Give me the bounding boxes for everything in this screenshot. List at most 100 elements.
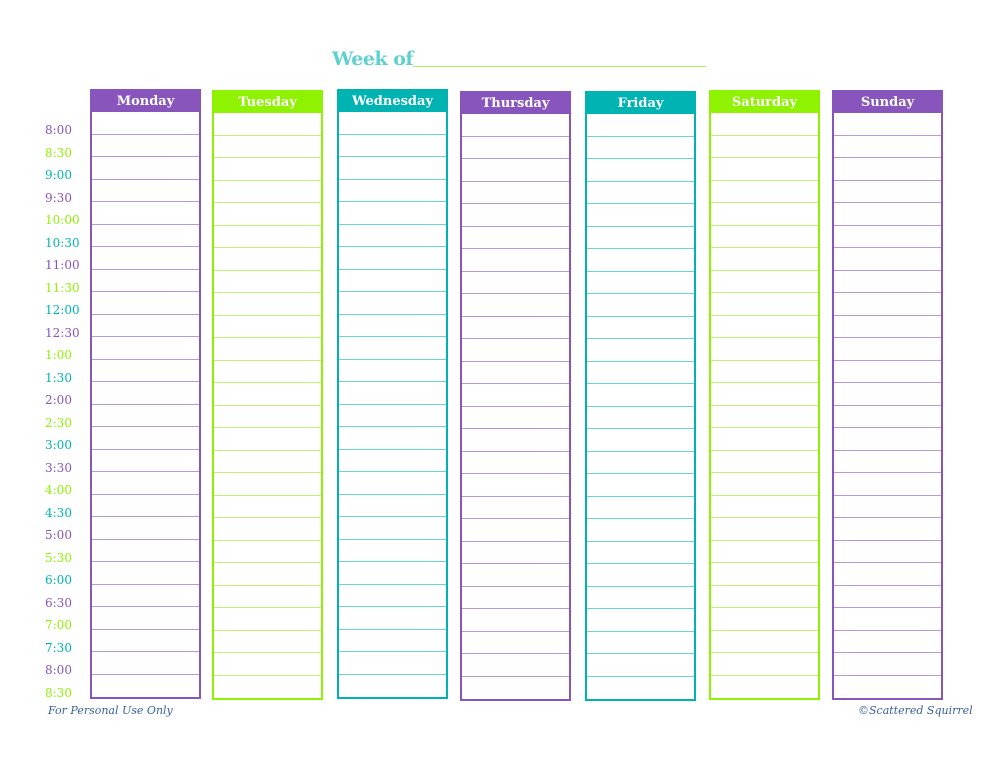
- time-slot[interactable]: [834, 293, 941, 316]
- time-slot[interactable]: [834, 181, 941, 203]
- time-slot[interactable]: [462, 519, 569, 542]
- time-slot[interactable]: [711, 676, 818, 699]
- time-slot[interactable]: [587, 609, 694, 632]
- time-slot[interactable]: [834, 226, 941, 248]
- time-slot[interactable]: [92, 112, 199, 135]
- time-slot[interactable]: [587, 362, 694, 384]
- week-of-line[interactable]: [413, 66, 706, 67]
- time-slot[interactable]: [92, 450, 199, 472]
- time-slot[interactable]: [214, 293, 321, 316]
- time-slot[interactable]: [587, 677, 694, 700]
- time-slot[interactable]: [92, 652, 199, 675]
- time-slot[interactable]: [339, 337, 446, 360]
- time-slot[interactable]: [462, 272, 569, 294]
- time-slot[interactable]: [711, 361, 818, 383]
- time-slot[interactable]: [462, 362, 569, 384]
- time-slot[interactable]: [214, 361, 321, 383]
- time-slot[interactable]: [462, 497, 569, 519]
- time-slot[interactable]: [587, 407, 694, 429]
- time-slot[interactable]: [834, 203, 941, 226]
- time-slot[interactable]: [92, 607, 199, 630]
- time-slot[interactable]: [462, 632, 569, 654]
- time-slot[interactable]: [339, 450, 446, 472]
- time-slot[interactable]: [339, 112, 446, 135]
- time-slot[interactable]: [587, 429, 694, 452]
- time-slot[interactable]: [834, 383, 941, 406]
- time-slot[interactable]: [214, 113, 321, 136]
- time-slot[interactable]: [711, 158, 818, 181]
- time-slot[interactable]: [92, 405, 199, 427]
- time-slot[interactable]: [214, 226, 321, 248]
- time-slot[interactable]: [587, 272, 694, 294]
- time-slot[interactable]: [711, 338, 818, 361]
- time-slot[interactable]: [834, 563, 941, 586]
- time-slot[interactable]: [92, 495, 199, 517]
- time-slot[interactable]: [834, 631, 941, 653]
- time-slot[interactable]: [462, 384, 569, 407]
- time-slot[interactable]: [587, 497, 694, 519]
- time-slot[interactable]: [834, 113, 941, 136]
- time-slot[interactable]: [339, 630, 446, 652]
- time-slot[interactable]: [711, 586, 818, 608]
- time-slot[interactable]: [92, 427, 199, 450]
- time-slot[interactable]: [462, 474, 569, 497]
- time-slot[interactable]: [214, 676, 321, 699]
- time-slot[interactable]: [587, 452, 694, 474]
- time-slot[interactable]: [214, 541, 321, 563]
- time-slot[interactable]: [711, 473, 818, 496]
- time-slot[interactable]: [462, 339, 569, 362]
- time-slot[interactable]: [834, 271, 941, 293]
- time-slot[interactable]: [834, 496, 941, 518]
- time-slot[interactable]: [92, 225, 199, 247]
- time-slot[interactable]: [339, 607, 446, 630]
- time-slot[interactable]: [214, 451, 321, 473]
- time-slot[interactable]: [92, 202, 199, 225]
- time-slot[interactable]: [339, 292, 446, 315]
- time-slot[interactable]: [92, 472, 199, 495]
- time-slot[interactable]: [834, 158, 941, 181]
- time-slot[interactable]: [834, 451, 941, 473]
- time-slot[interactable]: [834, 653, 941, 676]
- time-slot[interactable]: [92, 180, 199, 202]
- time-slot[interactable]: [214, 428, 321, 451]
- time-slot[interactable]: [711, 293, 818, 316]
- time-slot[interactable]: [834, 518, 941, 541]
- time-slot[interactable]: [834, 406, 941, 428]
- time-slot[interactable]: [587, 564, 694, 587]
- time-slot[interactable]: [92, 585, 199, 607]
- time-slot[interactable]: [462, 542, 569, 564]
- time-slot[interactable]: [92, 270, 199, 292]
- time-slot[interactable]: [587, 542, 694, 564]
- time-slot[interactable]: [92, 562, 199, 585]
- time-slot[interactable]: [587, 587, 694, 609]
- time-slot[interactable]: [339, 180, 446, 202]
- time-slot[interactable]: [462, 654, 569, 677]
- time-slot[interactable]: [587, 227, 694, 249]
- time-slot[interactable]: [711, 271, 818, 293]
- time-slot[interactable]: [834, 248, 941, 271]
- time-slot[interactable]: [92, 540, 199, 562]
- time-slot[interactable]: [587, 114, 694, 137]
- time-slot[interactable]: [711, 653, 818, 676]
- time-slot[interactable]: [711, 113, 818, 136]
- time-slot[interactable]: [587, 474, 694, 497]
- time-slot[interactable]: [711, 181, 818, 203]
- time-slot[interactable]: [339, 495, 446, 517]
- time-slot[interactable]: [339, 360, 446, 382]
- time-slot[interactable]: [711, 136, 818, 158]
- time-slot[interactable]: [214, 631, 321, 653]
- time-slot[interactable]: [462, 114, 569, 137]
- time-slot[interactable]: [214, 316, 321, 338]
- time-slot[interactable]: [339, 270, 446, 292]
- time-slot[interactable]: [834, 676, 941, 699]
- time-slot[interactable]: [339, 585, 446, 607]
- time-slot[interactable]: [462, 227, 569, 249]
- time-slot[interactable]: [462, 429, 569, 452]
- time-slot[interactable]: [214, 181, 321, 203]
- time-slot[interactable]: [587, 182, 694, 204]
- time-slot[interactable]: [339, 540, 446, 562]
- time-slot[interactable]: [214, 653, 321, 676]
- time-slot[interactable]: [834, 473, 941, 496]
- time-slot[interactable]: [339, 225, 446, 247]
- time-slot[interactable]: [834, 541, 941, 563]
